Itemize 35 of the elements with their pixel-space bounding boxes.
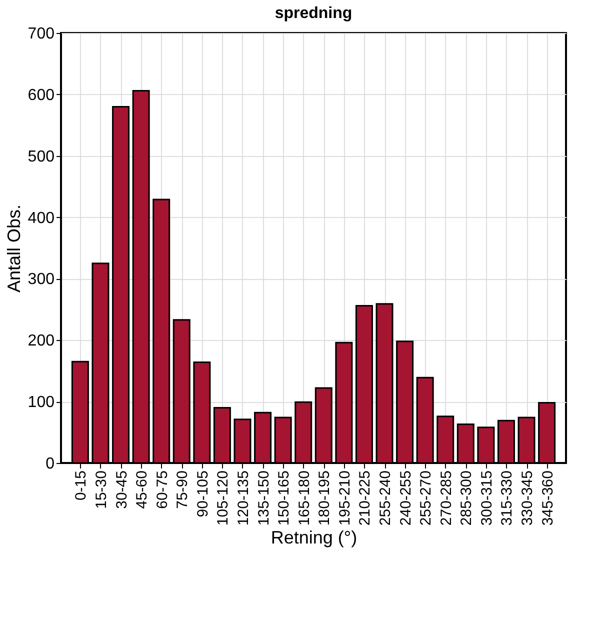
y-tick-label: 500	[28, 148, 55, 166]
x-tick-label: 240-255	[397, 470, 414, 526]
y-tick-label: 300	[28, 271, 55, 288]
y-tick-label: 400	[28, 210, 55, 227]
x-tick-label: 135-150	[255, 470, 272, 526]
x-tick-label: 15-30	[92, 470, 110, 509]
x-tick-label: 300-315	[478, 470, 496, 526]
y-tick-label: 700	[28, 26, 55, 42]
x-tick-label: 30-45	[113, 470, 130, 509]
x-tick-label: 315-330	[498, 470, 516, 526]
x-tick-label: 105-120	[214, 470, 232, 526]
x-tick-label: 45-60	[134, 470, 151, 509]
x-tick-label: 330-345	[519, 470, 536, 526]
y-axis-title: Antall Obs.	[4, 204, 24, 293]
y-tick-label: 200	[28, 332, 55, 350]
y-tick-label: 600	[28, 86, 55, 104]
chart-title: spredning	[274, 5, 352, 22]
x-tick-label: 165-180	[296, 470, 313, 526]
x-tick-label: 285-300	[458, 470, 476, 526]
y-tick-label: 0	[46, 456, 55, 472]
y-tick-label: 100	[28, 394, 55, 412]
x-tick-label: 60-75	[154, 470, 171, 509]
x-tick-label: 255-240	[377, 470, 394, 526]
x-tick-label: 150-165	[276, 470, 293, 526]
x-tick-label: 75-90	[174, 470, 192, 509]
x-tick-label: 255-270	[418, 470, 435, 526]
x-tick-label: 345-360	[539, 470, 556, 526]
x-tick-label: 120-135	[234, 470, 252, 526]
x-tick-label: 180-195	[316, 470, 334, 526]
x-tick-label: 0-15	[72, 470, 90, 501]
x-tick-label: 90-105	[194, 470, 212, 518]
x-axis-title: Retning (°)	[270, 528, 358, 548]
x-tick-label: 270-285	[438, 470, 455, 526]
x-tick-label: 210-225	[356, 470, 374, 526]
x-tick-label: 195-210	[336, 470, 354, 526]
